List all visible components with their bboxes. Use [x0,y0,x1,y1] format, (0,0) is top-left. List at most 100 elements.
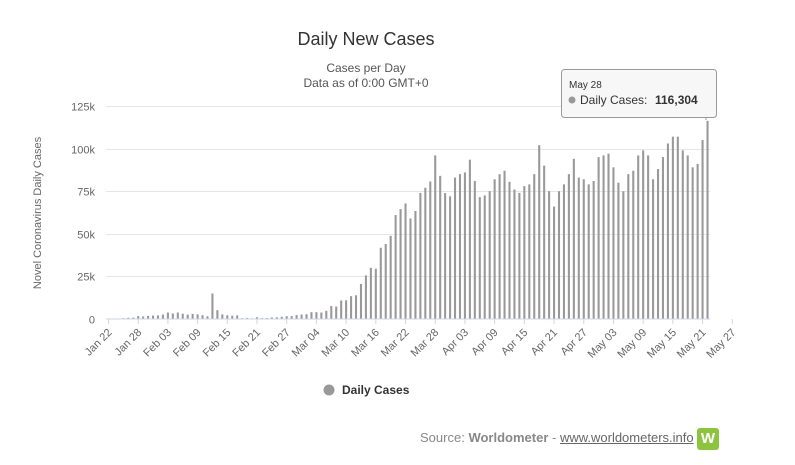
bar[interactable] [701,140,704,319]
bar[interactable] [409,218,412,319]
bar[interactable] [444,193,447,319]
bar[interactable] [548,191,551,319]
bar[interactable] [647,155,650,319]
bar[interactable] [562,184,565,319]
bar[interactable] [449,196,452,319]
legend-item-daily-cases[interactable]: Daily Cases [323,383,410,397]
bar[interactable] [345,300,348,319]
bar[interactable] [399,209,402,319]
bar[interactable] [592,180,595,319]
bar[interactable] [127,317,130,319]
bar[interactable] [231,315,234,319]
bar[interactable] [236,315,239,319]
bar[interactable] [201,315,204,319]
bar[interactable] [226,315,229,319]
bar[interactable] [369,267,372,319]
bar[interactable] [280,316,283,319]
bar[interactable] [255,317,259,319]
bar[interactable] [161,314,164,319]
bar[interactable] [587,184,590,319]
bar[interactable] [582,179,585,319]
bar[interactable] [513,189,516,320]
bar[interactable] [553,206,556,319]
bar[interactable] [330,306,333,319]
bar[interactable] [666,143,669,319]
bar[interactable] [374,268,377,319]
bar[interactable] [290,316,293,319]
bar[interactable] [652,179,655,319]
bar[interactable] [206,316,209,319]
bar[interactable] [498,174,501,319]
bar[interactable] [468,159,471,319]
bar[interactable] [147,315,150,319]
bar[interactable] [676,136,679,319]
bar[interactable] [572,158,575,319]
bar[interactable] [389,235,392,319]
bar[interactable] [176,312,179,319]
bar[interactable] [265,317,268,319]
bar[interactable] [656,169,660,319]
bar[interactable] [518,192,521,319]
source-link[interactable]: www.worldometers.info [559,430,694,445]
bar[interactable] [538,145,541,319]
bar[interactable] [270,317,273,319]
bar-series[interactable] [112,120,709,320]
bar[interactable] [617,182,620,319]
bar[interactable] [216,310,219,319]
bar[interactable] [458,174,462,319]
bar[interactable] [186,314,189,319]
bar[interactable] [325,310,328,319]
bar[interactable] [602,155,605,319]
bar[interactable] [706,120,709,319]
bar[interactable] [379,247,382,319]
bar[interactable] [137,316,140,319]
bar[interactable] [453,177,457,319]
bar[interactable] [493,179,496,319]
bar[interactable] [607,153,610,319]
bar[interactable] [696,163,699,319]
bar[interactable] [132,317,135,319]
bar[interactable] [384,244,387,319]
bar[interactable] [404,203,407,319]
bar[interactable] [246,317,249,319]
bar[interactable] [523,186,526,319]
bar[interactable] [508,181,511,319]
bar[interactable] [320,312,323,319]
bar[interactable] [315,312,318,319]
bar[interactable] [310,312,313,319]
bar[interactable] [350,296,353,319]
bar[interactable] [642,150,645,319]
bar[interactable] [295,315,298,319]
bar[interactable] [394,215,397,319]
bar[interactable] [488,191,491,319]
bar[interactable] [300,314,303,319]
bar[interactable] [142,316,145,319]
bar[interactable] [627,174,630,319]
bar[interactable] [577,177,580,319]
bar[interactable] [686,155,689,319]
bar[interactable] [439,175,442,319]
bar[interactable] [429,181,432,319]
bar[interactable] [612,167,615,319]
bar[interactable] [557,191,561,319]
bar[interactable] [171,313,174,319]
bar[interactable] [364,275,367,319]
bar[interactable] [191,313,194,319]
bar[interactable] [434,155,437,319]
bar[interactable] [275,317,278,319]
bar[interactable] [567,174,570,319]
bar[interactable] [533,174,536,319]
bar[interactable] [632,170,635,319]
bar[interactable] [483,195,486,319]
bar[interactable] [661,157,665,319]
bar[interactable] [166,312,169,319]
bar[interactable] [211,293,214,319]
bar[interactable] [414,210,417,319]
bar[interactable] [681,150,684,319]
bar[interactable] [691,167,694,319]
bar[interactable] [543,165,546,319]
bar[interactable] [478,197,481,319]
bar[interactable] [285,316,288,319]
bar[interactable] [597,157,600,319]
bar[interactable] [156,315,160,319]
